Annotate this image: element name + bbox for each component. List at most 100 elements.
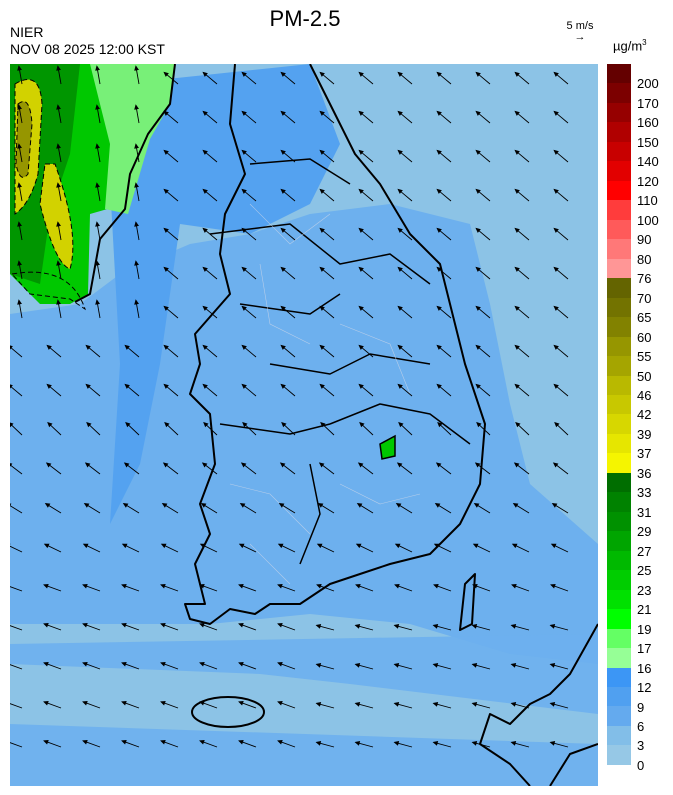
wind-arrowhead <box>95 182 100 188</box>
legend-swatch <box>607 141 631 162</box>
wind-arrowhead <box>56 65 61 71</box>
wind-arrowhead <box>17 104 22 110</box>
wind-arrowhead <box>241 188 247 194</box>
wind-arrowhead <box>320 421 326 428</box>
wind-arrowhead <box>202 266 208 272</box>
wind-arrowhead <box>393 624 400 629</box>
wind-arrowhead <box>17 143 22 149</box>
wind-arrowhead <box>553 110 559 116</box>
legend-swatch <box>607 472 631 493</box>
wind-arrowhead <box>550 583 556 589</box>
wind-arrowhead <box>134 299 139 305</box>
legend-swatch <box>607 375 631 395</box>
wind-arrowhead <box>122 503 129 508</box>
wind-arrowhead <box>358 227 364 233</box>
wind-arrowhead <box>514 383 520 389</box>
wind-arrowhead <box>17 299 22 305</box>
wind-arrowhead <box>549 663 556 668</box>
legend-swatch <box>607 297 631 318</box>
wind-arrowhead <box>134 104 139 110</box>
wind-scale-label: 5 m/s <box>566 20 594 32</box>
wind-arrowhead <box>280 227 286 233</box>
legend-label: 0 <box>637 757 645 773</box>
wind-arrowhead <box>358 71 364 77</box>
wind-arrowhead <box>17 182 22 188</box>
wind-arrowhead <box>397 383 403 389</box>
legend-swatch <box>607 161 631 181</box>
wind-arrowhead <box>358 305 364 311</box>
unit-exponent: 3 <box>642 38 647 47</box>
wind-arrowhead <box>280 344 286 350</box>
wind-arrowhead <box>280 305 286 311</box>
wind-arrowhead <box>397 227 403 233</box>
wind-arrowhead <box>549 702 556 707</box>
legend-label: 55 <box>637 349 652 365</box>
yellow-zone-2 <box>39 163 74 270</box>
wind-arrowhead <box>241 110 247 116</box>
wind-arrowhead <box>240 462 247 468</box>
wind-arrowhead <box>95 104 100 110</box>
legend-label: 46 <box>637 387 652 403</box>
legend-label: 70 <box>637 290 652 306</box>
map-title: PM-2.5 <box>269 6 341 31</box>
wind-arrowhead <box>124 344 130 350</box>
southern-low-band <box>10 664 598 744</box>
wind-arrowhead <box>203 421 209 428</box>
wind-arrowhead <box>82 739 88 745</box>
wind-arrowhead <box>46 344 52 350</box>
wind-arrowhead <box>511 543 518 549</box>
wind-arrowhead <box>199 700 205 706</box>
wind-arrowhead <box>398 421 404 428</box>
wind-arrowhead <box>316 543 323 549</box>
wind-arrowhead <box>163 227 169 233</box>
wind-arrowhead <box>397 188 403 194</box>
legend-swatch <box>607 648 631 668</box>
wind-arrowhead <box>202 383 208 389</box>
wind-arrow <box>10 664 23 670</box>
legend-label: 21 <box>637 602 652 618</box>
contour-line <box>11 271 86 311</box>
wind-arrowhead <box>121 622 127 628</box>
wind-arrowhead <box>553 149 559 155</box>
wind-arrowhead <box>436 305 442 311</box>
wind-arrowhead <box>551 503 558 508</box>
wind-arrowhead <box>277 583 283 589</box>
unit-text: µg/m <box>613 38 643 54</box>
wind-arrowhead <box>280 383 286 389</box>
legend-label: 42 <box>637 407 652 423</box>
forecast-datetime: NOV 08 2025 12:00 KST <box>10 41 165 57</box>
color-legend <box>607 64 631 765</box>
wind-arrowhead <box>56 182 61 188</box>
wind-arrowhead <box>514 266 520 272</box>
wind-arrowhead <box>43 661 49 667</box>
wind-arrow <box>10 625 23 631</box>
wind-arrowhead <box>10 384 13 389</box>
wind-arrowhead <box>164 421 170 428</box>
legend-swatch <box>607 394 631 415</box>
wind-arrowhead <box>95 299 100 305</box>
wind-arrowhead <box>241 227 247 233</box>
wind-arrowhead <box>475 227 481 233</box>
wind-arrowhead <box>277 622 283 628</box>
wind-arrowhead <box>241 305 247 311</box>
legend-swatch <box>607 492 631 512</box>
wind-arrowhead <box>239 503 246 508</box>
wind-arrowhead <box>43 543 50 549</box>
legend-label: 31 <box>637 504 652 520</box>
wind-arrowhead <box>475 344 481 350</box>
wind-arrowhead <box>437 421 443 428</box>
legend-swatch <box>607 414 631 434</box>
wind-arrowhead <box>201 462 208 468</box>
wind-arrowhead <box>44 503 51 508</box>
legend-swatch <box>607 687 631 707</box>
wind-arrowhead <box>358 383 364 389</box>
wind-arrowhead <box>95 260 100 266</box>
legend-label: 36 <box>637 465 652 481</box>
legend-label: 19 <box>637 621 652 637</box>
wind-arrowhead <box>163 266 169 272</box>
wind-arrowhead <box>280 188 286 194</box>
wind-arrowhead <box>432 741 439 746</box>
wind-arrowhead <box>241 344 247 350</box>
legend-swatch <box>607 609 631 629</box>
wind-arrowhead <box>281 421 287 428</box>
